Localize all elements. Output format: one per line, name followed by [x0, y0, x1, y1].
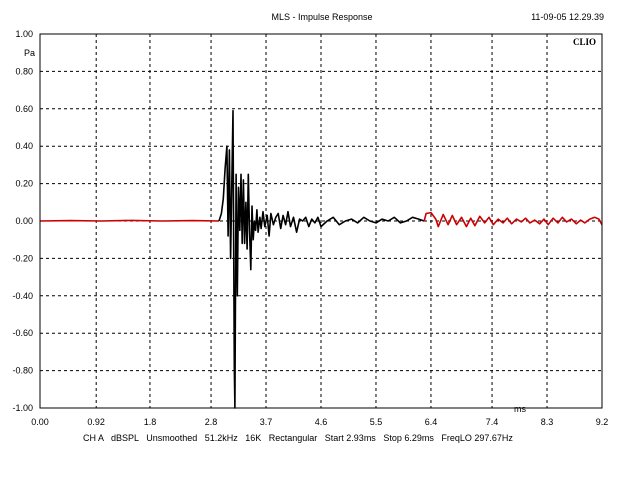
x-tick-label: 3.7 — [260, 417, 273, 427]
y-tick-label: 1.00 — [15, 29, 33, 39]
timestamp: 11-09-05 12.29.39 — [531, 12, 604, 22]
y-tick-labels: 1.00 0.80 0.60 0.40 0.20 0.00 -0.20 -0.40 -0.60 -… — [12, 29, 33, 413]
x-tick-label: 7.4 — [486, 417, 499, 427]
x-tick-label: 9.2 — [596, 417, 609, 427]
x-tick-label: 1.8 — [144, 417, 157, 427]
x-tick-labels: 0.00 0.92 1.8 2.8 3.7 4.6 5.5 6.4 7.4 8.3 9.2 — [31, 417, 608, 427]
clio-logo: CLIO — [573, 37, 596, 47]
series-line-1 — [39, 219, 220, 222]
series-line-2 — [218, 109, 425, 409]
y-tick-label: -0.40 — [12, 291, 33, 301]
chart-title: MLS - Impulse Response — [271, 12, 372, 22]
x-tick-label: 8.3 — [541, 417, 554, 427]
x-tick-label: 5.5 — [370, 417, 383, 427]
clio-logo-box — [570, 36, 600, 48]
x-tick-label: 6.4 — [425, 417, 438, 427]
plot-frame — [39, 33, 603, 409]
y-tick-label: 0.80 — [15, 66, 33, 76]
x-axis-unit: ms — [514, 404, 526, 414]
x-tick-label: 0.00 — [31, 417, 49, 427]
y-tick-label: -0.60 — [12, 328, 33, 338]
y-tick-label: -0.80 — [12, 366, 33, 376]
measurement-settings: CH A dBSPL Unsmoothed 51.2kHz 16K Rectan… — [83, 433, 513, 443]
y-tick-label: 0.60 — [15, 104, 33, 114]
y-tick-label: 0.40 — [15, 141, 33, 151]
y-tick-label: -1.00 — [12, 403, 33, 413]
x-tick-label: 2.8 — [205, 417, 218, 427]
x-tick-label: 0.92 — [87, 417, 105, 427]
data-series — [39, 109, 603, 409]
x-tick-label: 4.6 — [315, 417, 328, 427]
series-line-3 — [423, 211, 603, 228]
y-tick-label: 0.20 — [15, 179, 33, 189]
y-tick-label: 0.00 — [15, 216, 33, 226]
y-axis-unit: Pa — [24, 48, 35, 58]
y-tick-label: -0.20 — [12, 253, 33, 263]
